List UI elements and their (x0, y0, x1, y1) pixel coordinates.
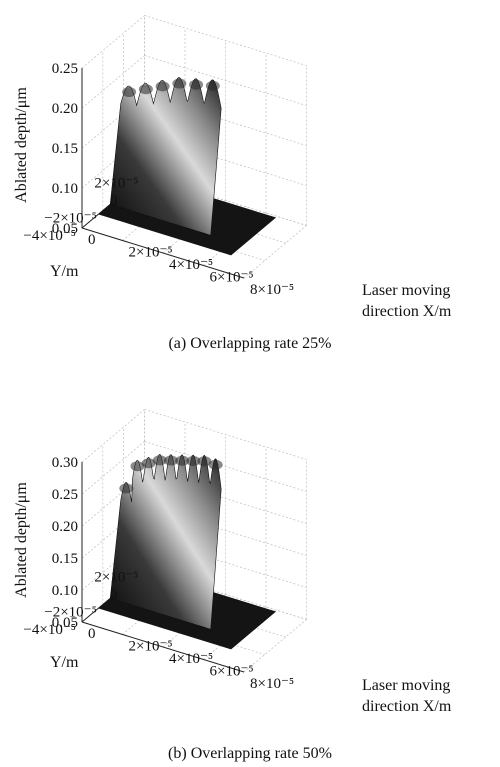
grid-line (81, 55, 145, 109)
x-axis-label-line1: Laser moving (362, 677, 450, 694)
z-tick-label: 0.30 (52, 455, 78, 471)
pulse-crest (122, 87, 137, 98)
grid-line (243, 225, 307, 279)
x-tick-label: 4×10⁻⁵ (169, 651, 213, 667)
pulse-crest (119, 483, 134, 494)
ablation-ridge (109, 77, 222, 236)
pulse-crest (138, 84, 153, 95)
x-axis-ticks: 0 2×10⁻⁵4×10⁻⁵6×10⁻⁵8×10⁻⁵ (88, 232, 294, 298)
x-tick-label: 2×10⁻⁵ (129, 245, 173, 261)
y-tick-label: 2×10⁻⁵ (94, 570, 138, 586)
z-tick-label: 0.20 (52, 101, 78, 117)
z-axis-ticks: 0.05 0.10 0.15 0.20 0.25 (52, 61, 78, 237)
z-tick-label: 0.15 (52, 141, 78, 157)
pulse-crest (186, 456, 201, 467)
y-axis-ticks: 2×10⁻⁵0−2×10⁻⁵−4×10⁻⁵ (23, 570, 138, 639)
pulse-crest (155, 81, 170, 92)
pulse-crest (205, 80, 220, 91)
grid-line (81, 15, 145, 69)
z-tick-label: 0.25 (52, 61, 78, 77)
surface-plot (98, 454, 277, 650)
x-tick-label: 6×10⁻⁵ (210, 270, 254, 286)
z-tick-label: 0.05 (52, 221, 78, 237)
z-tick-label: 0.05 (52, 615, 78, 631)
axis-line (81, 227, 245, 279)
x-tick-label: 0 (88, 626, 96, 642)
y-tick-label: 2×10⁻⁵ (94, 176, 138, 192)
y-tick-label: −4×10⁻⁵ (23, 622, 76, 638)
x-tick-label: 2×10⁻⁵ (129, 639, 173, 655)
grid-line (144, 15, 307, 66)
axis-line (81, 621, 245, 673)
pulse-crest (172, 78, 187, 89)
grid-line (243, 619, 307, 673)
y-axis-label: Y/m (50, 263, 79, 280)
x-axis-label-line2: direction X/m (362, 303, 452, 320)
z-axis-label: Ablated depth/μm (13, 87, 30, 203)
caption-b: (b) Overlapping rate 50% (168, 745, 332, 762)
x-tick-label: 4×10⁻⁵ (169, 257, 213, 273)
pulse-crest (189, 79, 204, 90)
pulse-crest (130, 461, 145, 472)
y-tick-label: −4×10⁻⁵ (23, 228, 76, 244)
y-tick-label: 0 (110, 587, 118, 603)
z-tick-label: 0.10 (52, 181, 78, 197)
pulse-crest (197, 456, 212, 467)
z-axis-ticks: 0.05 0.10 0.15 0.20 0.25 0.30 (52, 455, 78, 631)
chart-panel-a: 0.050.100.150.200.25 2×10⁻⁵0−2×10⁻⁵−4×10… (13, 15, 452, 352)
pulse-crest (175, 455, 190, 466)
x-axis-label-line1: Laser moving (362, 282, 450, 299)
y-axis-label: Y/m (50, 654, 79, 671)
chart-panel-b: 0.050.100.150.200.250.30 2×10⁻⁵0−2×10⁻⁵−… (13, 409, 452, 762)
x-tick-label: 8×10⁻⁵ (250, 676, 294, 692)
x-axis-ticks: 0 2×10⁻⁵4×10⁻⁵6×10⁻⁵8×10⁻⁵ (88, 626, 294, 692)
y-tick-label: −2×10⁻⁵ (44, 605, 97, 621)
z-tick-label: 0.20 (52, 519, 78, 535)
y-tick-label: −2×10⁻⁵ (44, 211, 97, 227)
x-tick-label: 8×10⁻⁵ (250, 282, 294, 298)
pulse-crest (152, 455, 167, 466)
y-axis-ticks: 2×10⁻⁵0−2×10⁻⁵−4×10⁻⁵ (23, 176, 138, 245)
z-tick-label: 0.25 (52, 487, 78, 503)
x-tick-label: 6×10⁻⁵ (210, 664, 254, 680)
ablation-ridge (109, 454, 222, 630)
grid-line (144, 409, 307, 460)
grid-line (81, 409, 145, 463)
grid-line (81, 441, 145, 495)
z-axis-label: Ablated depth/μm (13, 482, 30, 598)
caption-a: (a) Overlapping rate 25% (168, 335, 331, 352)
y-tick-label: 0 (110, 193, 118, 209)
z-tick-label: 0.15 (52, 551, 78, 567)
pulse-crest (163, 455, 178, 466)
pulse-crest (141, 458, 156, 469)
surface-plot (98, 77, 277, 256)
pulse-crest (208, 459, 223, 470)
z-tick-label: 0.10 (52, 583, 78, 599)
x-tick-label: 0 (88, 232, 96, 248)
x-axis-label-line2: direction X/m (362, 698, 452, 715)
